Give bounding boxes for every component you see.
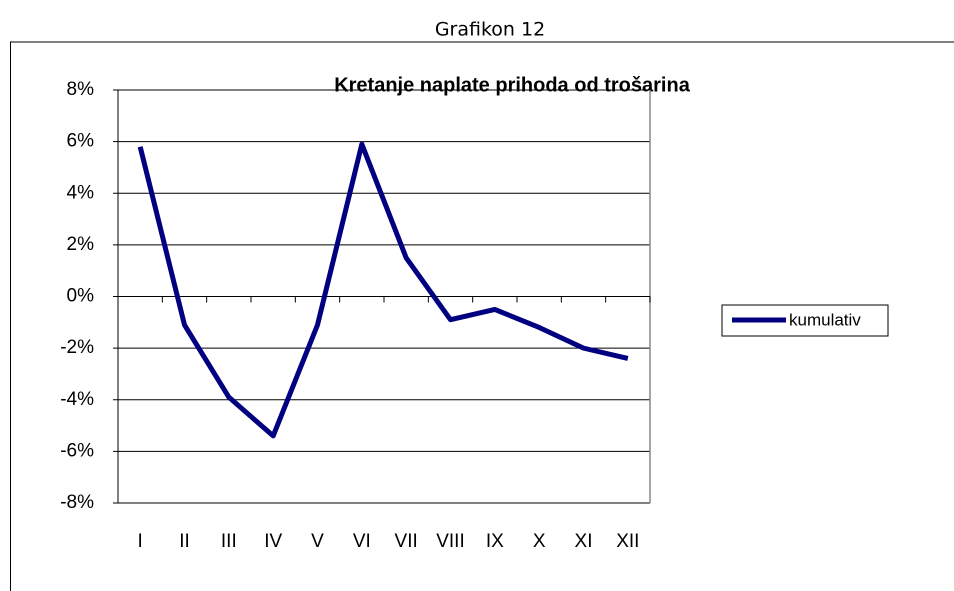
x-tick-label: I xyxy=(138,531,143,552)
caption: Grafikon 12 xyxy=(435,19,545,41)
y-tick-label: 4% xyxy=(67,182,95,203)
x-tick-label: IX xyxy=(486,531,504,552)
chart-title: Kretanje naplate prihoda od trošarina xyxy=(334,74,691,96)
y-tick-label: -2% xyxy=(60,337,94,358)
y-tick-label: -4% xyxy=(60,389,94,410)
data-line xyxy=(137,141,629,439)
y-tick-label: 8% xyxy=(67,79,95,100)
y-tick-label: 0% xyxy=(67,286,95,307)
chart: Kretanje naplate prihoda od trošarina -8%… xyxy=(60,74,690,552)
y-tick-label: 6% xyxy=(67,131,95,152)
legend-label: kumulativ xyxy=(789,310,861,329)
x-tick-label: IV xyxy=(264,531,282,552)
y-tick-label: -8% xyxy=(60,492,94,513)
x-tick-label: III xyxy=(221,531,237,552)
x-tick-label: VII xyxy=(395,531,418,552)
x-tick-label: XI xyxy=(575,531,593,552)
x-tick-label: II xyxy=(179,531,190,552)
x-tick-label: X xyxy=(533,531,546,552)
x-tick-label: XII xyxy=(616,531,639,552)
y-tick-label: 2% xyxy=(67,234,95,255)
y-tick-label: -6% xyxy=(60,440,94,461)
x-tick-label: VI xyxy=(353,531,371,552)
x-tick-label: V xyxy=(311,531,324,552)
x-tick-label: VIII xyxy=(436,531,465,552)
